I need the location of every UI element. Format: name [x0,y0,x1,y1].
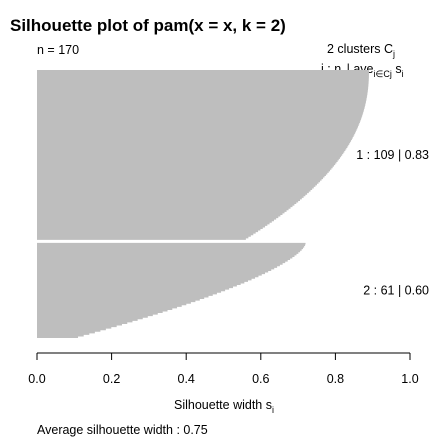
x-tick-label: 0.8 [327,372,344,386]
cluster-2-label: 2 : 61 | 0.60 [363,284,429,298]
x-tick-label: 0.4 [178,372,195,386]
x-tick-label: 0.6 [252,372,269,386]
stats-header-s: s [392,62,402,76]
clusters-header-subscript: j [392,49,395,59]
x-tick-label: 1.0 [401,372,418,386]
cluster-1-silhouette-bars [37,70,369,240]
stats-header-ave-sub: i∈Cj [374,69,392,79]
clusters-header: 2 clusters Cj [327,42,395,59]
cluster-2-silhouette-bars [37,242,306,338]
clusters-header-text: 2 clusters C [327,42,393,56]
x-tick-label: 0.2 [103,372,120,386]
chart-title: Silhouette plot of pam(x = x, k = 2) [10,16,286,35]
x-axis: 0.0 0.2 0.4 0.6 0.8 1.0 [28,352,419,386]
x-tick-label: 0.0 [28,372,45,386]
average-silhouette-width: Average silhouette width : 0.75 [37,423,208,437]
n-label: n = 170 [37,43,79,57]
cluster-1-label: 1 : 109 | 0.83 [356,148,429,162]
x-axis-label-text: Silhouette width s [174,398,272,412]
x-axis-label: Silhouette width si [174,398,274,415]
cluster-labels: 1 : 109 | 0.83 2 : 61 | 0.60 [356,148,429,298]
stats-header-s-sub: i [402,69,404,79]
x-axis-label-subscript: i [272,405,274,415]
silhouette-bars [37,70,369,338]
